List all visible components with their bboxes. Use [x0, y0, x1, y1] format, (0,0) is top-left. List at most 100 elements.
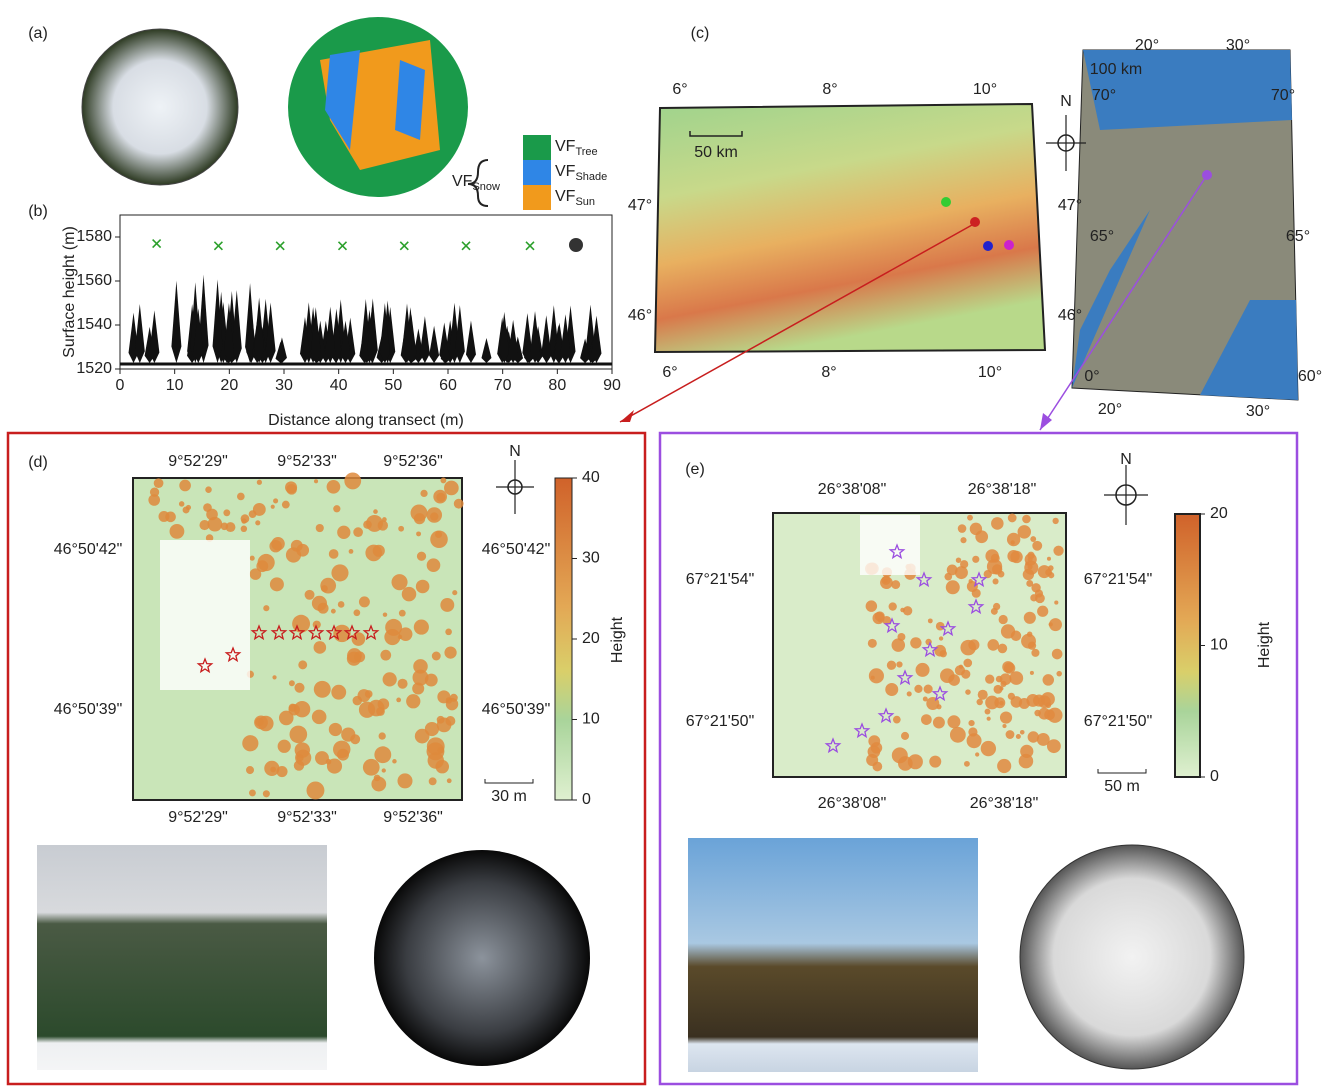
canopy-blob	[875, 611, 885, 621]
canopy-blob	[972, 556, 979, 563]
label: 67°21'50"	[1084, 713, 1153, 730]
canopy-blob	[316, 524, 324, 532]
canopy-blob	[977, 699, 983, 705]
canopy-blob	[452, 590, 457, 595]
canopy-blob	[985, 709, 991, 715]
canopy-blob	[984, 570, 992, 578]
canopy-blob	[881, 576, 890, 585]
label: N	[1060, 93, 1072, 110]
canopy-blob	[1031, 583, 1040, 592]
label: Height	[1256, 621, 1273, 668]
label: 100 km	[1090, 61, 1142, 78]
canopy-blob	[1028, 564, 1033, 569]
label: 20°	[1098, 401, 1122, 418]
label: 26°38'18"	[968, 481, 1037, 498]
canopy-blob	[933, 717, 945, 729]
canopy-blob	[898, 756, 913, 771]
label: 30	[582, 550, 600, 567]
label: 30 m	[491, 788, 527, 805]
canopy-blob	[158, 511, 169, 522]
label: 65°	[1090, 228, 1114, 245]
label: 40	[330, 377, 348, 394]
clearing	[860, 515, 920, 575]
label: 30°	[1246, 403, 1270, 420]
canopy-blob	[282, 501, 290, 509]
canopy-blob	[955, 566, 968, 579]
label: 9°52'29"	[168, 453, 228, 470]
label: (c)	[691, 25, 710, 42]
canopy-blob	[921, 714, 932, 725]
canopy-blob	[290, 726, 308, 744]
label: 10	[1210, 637, 1228, 654]
canopy-blob	[241, 526, 247, 532]
canopy-blob	[967, 733, 982, 748]
site-marker	[1004, 240, 1014, 250]
canopy-blob	[373, 509, 378, 514]
canopy-blob	[992, 564, 1002, 574]
canopy-blob	[955, 665, 965, 675]
canopy-blob	[270, 577, 284, 591]
canopy-blob	[321, 585, 328, 592]
canopy-blob	[1008, 693, 1015, 700]
canopy-blob	[1000, 681, 1006, 687]
tree-silhouette	[466, 321, 476, 363]
canopy-blob	[331, 564, 348, 581]
canopy-blob	[1011, 540, 1015, 544]
canopy-blob	[444, 481, 459, 496]
canopy-blob	[373, 545, 385, 557]
canopy-blob	[402, 587, 417, 602]
canopy-blob	[893, 716, 901, 724]
canopy-blob	[950, 727, 966, 743]
canopy-blob	[433, 490, 447, 504]
label: 90	[603, 377, 621, 394]
colorbar	[555, 478, 572, 800]
canopy-blob	[264, 761, 279, 776]
tree-silhouette	[429, 326, 439, 363]
canopy-blob	[314, 641, 327, 654]
canopy-blob	[258, 554, 275, 571]
canopy-blob	[435, 760, 449, 774]
canopy-blob	[1025, 553, 1037, 565]
canopy-blob	[318, 603, 329, 614]
label: 26°38'08"	[818, 795, 887, 812]
label: 9°52'29"	[168, 809, 228, 826]
canopy-blob	[1052, 518, 1058, 524]
canopy-blob	[398, 526, 404, 532]
canopy-blob	[154, 478, 164, 488]
label: 40	[582, 469, 600, 486]
canopy-blob	[272, 675, 276, 679]
canopy-blob	[337, 749, 349, 761]
canopy-blob	[440, 477, 446, 483]
canopy-blob	[396, 698, 401, 703]
canopy-blob	[333, 505, 340, 512]
canopy-blob	[445, 629, 452, 636]
canopy-blob	[447, 778, 452, 783]
canopy-blob	[289, 680, 295, 686]
canopy-blob	[437, 747, 444, 754]
canopy-blob	[1047, 557, 1051, 561]
canopy-blob	[294, 683, 304, 693]
label: 47°	[628, 197, 652, 214]
canopy-blob	[965, 689, 971, 695]
canopy-blob	[963, 659, 972, 668]
canopy-blob	[968, 720, 974, 726]
canopy-blob	[450, 694, 458, 702]
fisheye-photo	[82, 29, 238, 185]
canopy-blob	[987, 639, 999, 651]
canopy-blob	[960, 640, 976, 656]
canopy-blob	[250, 568, 262, 580]
label: 0°	[1084, 368, 1099, 385]
scale-bar	[1098, 769, 1146, 773]
canopy-blob	[374, 746, 391, 763]
site-marker	[1202, 170, 1212, 180]
canopy-blob	[924, 685, 933, 694]
canopy-blob	[1037, 733, 1050, 746]
canopy-blob	[179, 501, 185, 507]
label: 46°50'39"	[482, 701, 551, 718]
canopy-blob	[383, 612, 387, 616]
canopy-blob	[947, 715, 960, 728]
canopy-blob	[994, 685, 1003, 694]
label: N	[509, 443, 521, 460]
canopy-blob	[427, 558, 441, 572]
canopy-blob	[1019, 754, 1034, 769]
